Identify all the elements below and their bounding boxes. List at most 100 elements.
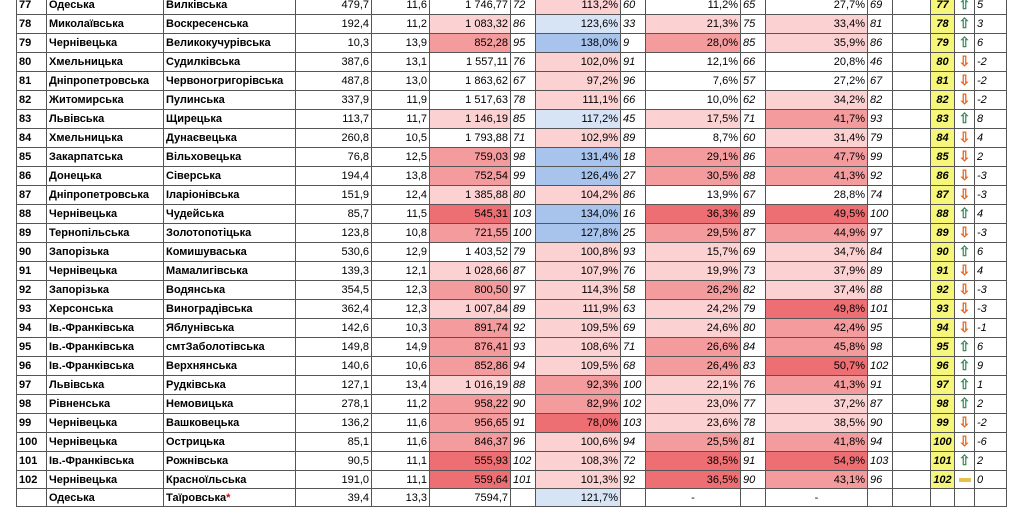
indicator-5-rank: 86 <box>867 33 893 53</box>
table-row: 94 Ів.-Франківська Яблунівська 142,6 10,3 891… <box>16 318 1007 338</box>
indicator-4-cell: 13,9% <box>645 185 741 205</box>
indicator-4-rank: 75 <box>740 14 766 34</box>
trend-cell: ⇧ <box>954 451 975 471</box>
area-cell: 142,6 <box>295 318 372 338</box>
table-row: 80 Хмельницька Судилківська 387,6 13,1 1 557,… <box>16 52 1007 72</box>
region-cell: Чернівецька <box>46 469 164 490</box>
indicator-4-cell: 8,7% <box>645 128 741 148</box>
indicator-3-rank: 58 <box>620 280 646 300</box>
rank-change-cell: 2 <box>974 147 1007 167</box>
region-cell: Ів.-Франківська <box>46 337 164 357</box>
indicator-4-cell: 26,4% <box>645 356 741 376</box>
indicator-4-cell: 10,0% <box>645 90 741 110</box>
rank-cell: 83 <box>16 109 47 129</box>
rank-change-cell: 1 <box>974 375 1007 395</box>
trend-cell: ⇧ <box>954 394 975 414</box>
final-rank-cell: 94 <box>930 318 955 338</box>
table-row: 93 Херсонська Виноградівська 362,4 12,3 1 007… <box>16 299 1007 319</box>
indicator-5-rank: 88 <box>867 280 893 300</box>
rank-cell: 95 <box>16 337 47 357</box>
final-rank-cell: 87 <box>930 185 955 205</box>
table-row: 86 Донецька Сіверська 194,4 13,8 752,54 99 126,… <box>16 166 1007 186</box>
trend-cell: ⇩ <box>954 71 975 91</box>
indicator-2-rank: 103 <box>510 204 536 224</box>
indicator-5-rank: 96 <box>867 469 893 490</box>
hromada-cell: Яблунівська <box>163 318 296 338</box>
indicator-5-cell: - <box>765 488 868 507</box>
indicator-2-cell: 1 746,77 <box>429 0 511 15</box>
indicator-4-rank: 76 <box>740 375 766 395</box>
indicator-3-cell: 138,0% <box>535 33 621 53</box>
region-cell: Львівська <box>46 109 164 129</box>
rank-cell: 85 <box>16 147 47 167</box>
spacer-cell <box>892 451 931 471</box>
spacer-cell <box>892 166 931 186</box>
indicator-2-cell: 1 385,88 <box>429 185 511 205</box>
table-row: 84 Хмельницька Дунаєвецька 260,8 10,5 1 793,8… <box>16 128 1007 148</box>
indicator-3-cell: 78,0% <box>535 413 621 433</box>
indicator-1-cell: 11,7 <box>371 109 430 129</box>
table-row: 97 Львівська Рудківська 127,1 13,4 1 016,19 88… <box>16 375 1007 395</box>
indicator-3-cell: 92,3% <box>535 375 621 395</box>
indicator-3-rank: 93 <box>620 242 646 262</box>
indicator-2-cell: 1 863,62 <box>429 71 511 91</box>
indicator-5-cell: 27,2% <box>765 71 868 91</box>
area-cell: 139,3 <box>295 261 372 281</box>
indicator-4-rank: 73 <box>740 261 766 281</box>
indicator-1-cell: 10,3 <box>371 318 430 338</box>
indicator-3-cell: 123,6% <box>535 14 621 34</box>
indicator-3-rank <box>620 488 646 507</box>
indicator-4-rank: 90 <box>740 469 766 490</box>
rank-cell: 80 <box>16 52 47 72</box>
trend-cell: ⇧ <box>954 33 975 53</box>
hromada-cell: Пулинська <box>163 90 296 110</box>
rank-cell: 79 <box>16 33 47 53</box>
indicator-1-cell: 11,9 <box>371 90 430 110</box>
rank-cell: 82 <box>16 90 47 110</box>
indicator-5-rank: 95 <box>867 318 893 338</box>
hromada-cell: Золотопотіцька <box>163 223 296 243</box>
indicator-3-cell: 107,9% <box>535 261 621 281</box>
area-cell: 487,8 <box>295 71 372 91</box>
area-cell: 123,8 <box>295 223 372 243</box>
indicator-3-cell: 108,3% <box>535 451 621 471</box>
indicator-4-rank: 83 <box>740 356 766 376</box>
indicator-2-rank: 80 <box>510 185 536 205</box>
table-row: 92 Запорізька Водянська 354,5 12,3 800,50 97 11… <box>16 280 1007 300</box>
region-cell: Хмельницька <box>46 52 164 72</box>
indicator-5-cell: 44,9% <box>765 223 868 243</box>
indicator-2-cell: 846,37 <box>429 432 511 452</box>
indicator-1-cell: 11,6 <box>371 413 430 433</box>
rank-change-cell: -3 <box>974 185 1007 205</box>
area-cell: 354,5 <box>295 280 372 300</box>
trend-cell: ⇧ <box>954 109 975 129</box>
indicator-4-cell: 29,5% <box>645 223 741 243</box>
table-row: 85 Закарпатська Вільховецька 76,8 12,5 759,03… <box>16 147 1007 167</box>
footnote-star: * <box>226 491 231 504</box>
indicator-2-rank: 78 <box>510 90 536 110</box>
indicator-5-cell: 35,9% <box>765 33 868 53</box>
indicator-1-cell: 11,6 <box>371 432 430 452</box>
indicator-2-rank: 67 <box>510 71 536 91</box>
indicator-4-rank: 82 <box>740 280 766 300</box>
indicator-3-cell: 102,0% <box>535 52 621 72</box>
final-rank-cell: 101 <box>930 451 955 471</box>
rank-change-cell: -2 <box>974 413 1007 433</box>
indicator-1-cell: 11,2 <box>371 14 430 34</box>
indicator-1-cell: 12,3 <box>371 299 430 319</box>
spacer-cell <box>892 394 931 414</box>
region-cell: Рівненська <box>46 394 164 414</box>
indicator-5-cell: 45,8% <box>765 337 868 357</box>
final-rank-cell: 100 <box>930 432 955 452</box>
indicator-2-cell: 852,86 <box>429 356 511 376</box>
trend-cell: ⇩ <box>954 90 975 110</box>
indicator-3-rank: 96 <box>620 71 646 91</box>
area-cell: 192,4 <box>295 14 372 34</box>
hromada-cell: Щирецька <box>163 109 296 129</box>
rank-change-cell: -2 <box>974 52 1007 72</box>
indicator-4-rank: 89 <box>740 204 766 224</box>
indicator-1-cell: 11,6 <box>371 0 430 15</box>
indicator-5-rank: 90 <box>867 413 893 433</box>
indicator-5-rank: 91 <box>867 375 893 395</box>
rank-cell: 86 <box>16 166 47 186</box>
